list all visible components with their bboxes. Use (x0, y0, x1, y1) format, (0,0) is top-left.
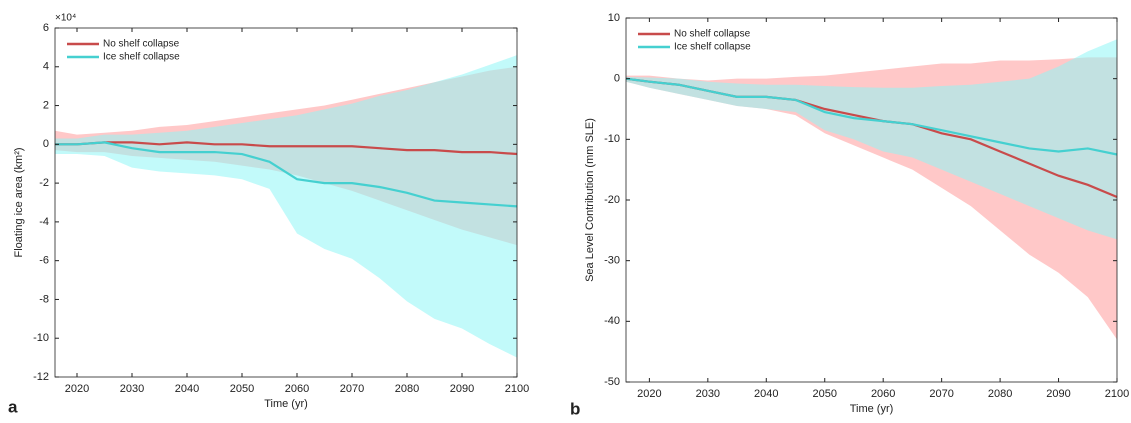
legend-label: No shelf collapse (103, 39, 180, 50)
panel-label: a (8, 397, 18, 416)
y-tick-label: 6 (43, 22, 49, 34)
y-tick-label: -10 (604, 133, 620, 145)
x-tick-label: 2050 (230, 383, 254, 395)
y-tick-label: -20 (604, 194, 620, 206)
y-tick-label: -2 (39, 177, 49, 189)
y-tick-label: -8 (39, 293, 49, 305)
y-tick-label: -6 (39, 255, 49, 267)
x-tick-label: 2030 (696, 388, 720, 400)
x-axis-label: Time (yr) (850, 403, 894, 415)
y-tick-label: 2 (43, 99, 49, 111)
x-tick-label: 2020 (65, 383, 89, 395)
x-tick-label: 2060 (871, 388, 895, 400)
x-tick-label: 2090 (1046, 388, 1070, 400)
x-tick-label: 2030 (120, 383, 144, 395)
y-axis-label: Sea Level Contribution (mm SLE) (584, 118, 596, 282)
x-tick-label: 2040 (754, 388, 778, 400)
legend-label: Ice shelf collapse (103, 52, 180, 63)
y-tick-label: -50 (604, 376, 620, 388)
x-axis-label: Time (yr) (264, 398, 308, 410)
x-tick-label: 2050 (812, 388, 836, 400)
x-tick-label: 2040 (175, 383, 199, 395)
y-axis-label: Floating ice area (km²) (13, 147, 25, 257)
x-tick-label: 2070 (929, 388, 953, 400)
y-tick-label: -12 (33, 371, 49, 383)
y-tick-label: -4 (39, 216, 49, 228)
mean-line (55, 141, 518, 156)
y-tick-label: -10 (33, 332, 49, 344)
x-tick-label: 2070 (340, 383, 364, 395)
x-tick-label: 2090 (450, 383, 474, 395)
x-tick-label: 2020 (637, 388, 661, 400)
x-tick-label: 2060 (285, 383, 309, 395)
x-tick-label: 2100 (1105, 388, 1129, 400)
uncertainty-band (626, 39, 1117, 240)
legend-label: Ice shelf collapse (674, 42, 751, 53)
y-tick-label: 0 (43, 138, 49, 150)
y-tick-label: 4 (43, 61, 49, 73)
legend-label: No shelf collapse (674, 29, 751, 40)
y-tick-label: 10 (608, 12, 620, 24)
mean-line (55, 141, 518, 208)
y-tick-label: -30 (604, 255, 620, 267)
y-tick-label: 0 (614, 73, 620, 85)
uncertainty-band (55, 55, 517, 358)
plot-frame (54, 27, 518, 378)
panel-label: b (570, 399, 580, 418)
y-tick-label: -40 (604, 315, 620, 327)
axis-multiplier: ×10⁴ (55, 13, 76, 24)
x-tick-label: 2100 (505, 383, 529, 395)
mean-line (625, 77, 1118, 156)
x-tick-label: 2080 (395, 383, 419, 395)
x-tick-label: 2080 (988, 388, 1012, 400)
